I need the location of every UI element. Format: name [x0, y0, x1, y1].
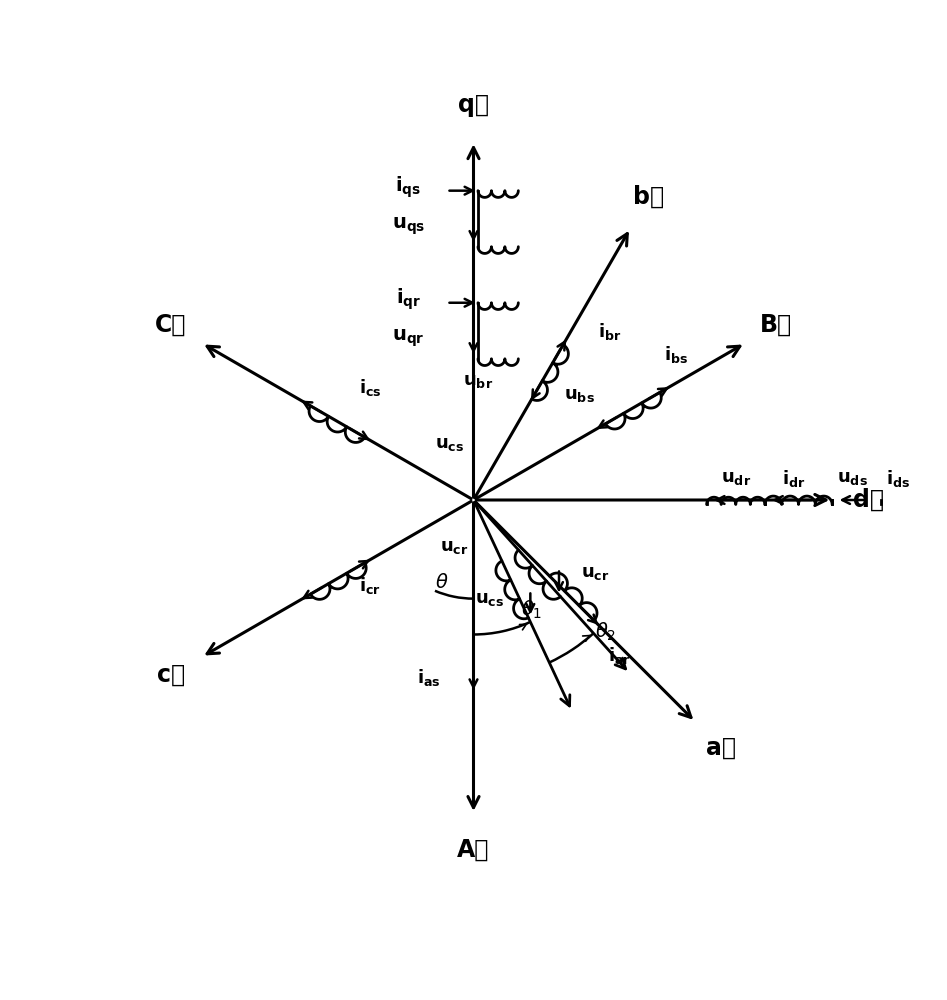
- Text: C轴: C轴: [155, 313, 187, 337]
- Text: $\mathbf{u_{bs}}$: $\mathbf{u_{bs}}$: [564, 386, 596, 404]
- Text: $\mathbf{u_{cs}}$: $\mathbf{u_{cs}}$: [475, 590, 505, 608]
- Text: B轴: B轴: [760, 313, 793, 337]
- Text: $\mathbf{u_{ds}}$: $\mathbf{u_{ds}}$: [837, 469, 867, 487]
- Text: $\mathbf{u_{qr}}$: $\mathbf{u_{qr}}$: [392, 328, 425, 349]
- Text: $\mathbf{i_{dr}}$: $\mathbf{i_{dr}}$: [782, 468, 806, 489]
- Text: a轴: a轴: [706, 735, 736, 759]
- Text: $\mathbf{i_{qs}}$: $\mathbf{i_{qs}}$: [396, 174, 421, 200]
- Text: $\mathbf{i_{bs}}$: $\mathbf{i_{bs}}$: [665, 344, 688, 365]
- Text: $\mathbf{i_{cr}}$: $\mathbf{i_{cr}}$: [359, 575, 381, 596]
- Text: $\mathbf{i_{br}}$: $\mathbf{i_{br}}$: [599, 321, 622, 342]
- Text: $\mathbf{i_{as}}$: $\mathbf{i_{as}}$: [417, 667, 440, 688]
- Text: $\theta_2$: $\theta_2$: [595, 621, 616, 643]
- Text: $\mathbf{u_{dr}}$: $\mathbf{u_{dr}}$: [721, 469, 751, 487]
- Text: $\mathbf{i_{ar}}$: $\mathbf{i_{ar}}$: [608, 645, 631, 666]
- Text: c轴: c轴: [156, 663, 185, 687]
- Text: $\mathbf{u_{cr}}$: $\mathbf{u_{cr}}$: [439, 538, 468, 556]
- Text: $\theta_1$: $\theta_1$: [521, 599, 543, 621]
- Text: A轴: A轴: [457, 838, 490, 862]
- Text: $\theta$: $\theta$: [436, 573, 449, 592]
- Text: $\mathbf{i_{cs}}$: $\mathbf{i_{cs}}$: [359, 377, 382, 398]
- Text: b轴: b轴: [633, 185, 664, 209]
- Text: d轴: d轴: [852, 488, 884, 512]
- Text: $\mathbf{u_{cr}}$: $\mathbf{u_{cr}}$: [581, 564, 609, 582]
- Text: q轴: q轴: [458, 93, 489, 117]
- Text: $\mathbf{u_{cs}}$: $\mathbf{u_{cs}}$: [435, 435, 464, 453]
- Text: $\mathbf{i_{ds}}$: $\mathbf{i_{ds}}$: [886, 468, 910, 489]
- Text: $\mathbf{u_{qs}}$: $\mathbf{u_{qs}}$: [392, 216, 425, 237]
- Text: $\mathbf{i_{qr}}$: $\mathbf{i_{qr}}$: [396, 286, 421, 312]
- Text: $\mathbf{u_{br}}$: $\mathbf{u_{br}}$: [463, 372, 493, 390]
